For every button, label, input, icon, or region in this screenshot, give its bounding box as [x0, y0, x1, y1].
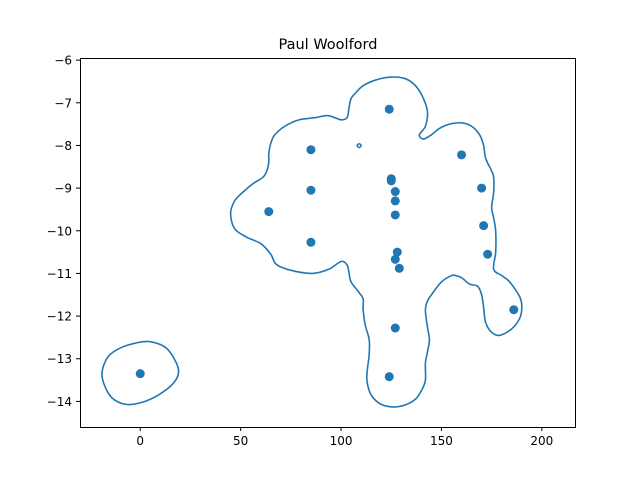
y-tick-label: −10 [47, 224, 72, 238]
y-tick-label: −9 [54, 182, 72, 196]
x-tick-label: 50 [233, 434, 248, 448]
data-point-15 [384, 372, 394, 382]
y-tick-label: −13 [47, 352, 72, 366]
x-tick-label: 0 [136, 434, 144, 448]
data-point-3 [306, 185, 316, 195]
data-point-2 [306, 145, 316, 155]
data-point-5 [384, 104, 394, 114]
data-point-7 [386, 176, 396, 186]
contour-layer [101, 76, 523, 408]
plot-frame [80, 58, 576, 428]
data-point-10 [390, 210, 400, 220]
y-tick-label: −6 [54, 54, 72, 68]
x-tick-label: 200 [530, 434, 553, 448]
contour-line-0 [101, 340, 180, 406]
data-point-20 [509, 305, 519, 315]
data-point-1 [264, 207, 274, 217]
data-point-17 [477, 183, 487, 193]
y-tick-label: −12 [47, 310, 72, 324]
point-layer [135, 104, 519, 382]
y-axis: −14 −13 −12 −11 −10 −9 −8 −7 −6 [47, 54, 80, 409]
data-point-4 [306, 237, 316, 247]
x-axis: 0 50 100 150 200 [136, 427, 553, 448]
y-tick-label: −8 [54, 139, 72, 153]
data-point-13 [394, 263, 404, 273]
x-tick-label: 150 [430, 434, 453, 448]
data-point-9 [390, 196, 400, 206]
data-point-11 [392, 247, 402, 257]
chart-title: Paul Woolford [279, 37, 378, 53]
y-tick-label: −14 [47, 395, 72, 409]
data-point-8 [390, 187, 400, 197]
data-point-12 [390, 254, 400, 264]
data-point-0 [135, 369, 145, 379]
x-tick-label: 100 [330, 434, 353, 448]
contour-line-1 [356, 142, 362, 149]
contour-line-2 [229, 76, 523, 408]
data-point-18 [479, 221, 489, 231]
y-tick-label: −11 [47, 267, 72, 281]
data-point-19 [483, 249, 493, 259]
y-tick-label: −7 [54, 96, 72, 110]
data-point-14 [390, 323, 400, 333]
data-point-16 [457, 150, 467, 160]
